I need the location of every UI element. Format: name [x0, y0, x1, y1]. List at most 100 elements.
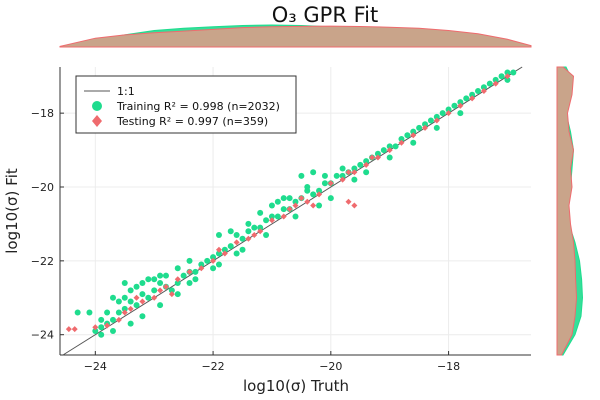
testing-point: [327, 180, 334, 187]
top-density-testing: [59, 25, 532, 48]
training-point: [268, 213, 275, 220]
training-point: [115, 309, 122, 316]
training-point: [127, 298, 134, 305]
testing-point: [433, 117, 440, 124]
legend-testing-swatch: [92, 115, 102, 127]
training-point: [104, 309, 111, 316]
training-point: [298, 172, 305, 179]
training-point: [433, 113, 440, 120]
x-axis-label: log10(σ) Truth: [243, 377, 349, 395]
training-point: [263, 232, 270, 238]
testing-point: [71, 326, 78, 333]
training-point: [274, 198, 281, 205]
y-tick-label: −22: [31, 255, 54, 268]
testing-point: [210, 257, 217, 264]
training-point: [357, 161, 364, 168]
legend-training-label: Training R² = 0.998 (n=2032): [116, 100, 280, 113]
testing-point: [168, 291, 175, 298]
training-point: [174, 291, 181, 298]
testing-point: [351, 169, 358, 176]
testing-point: [65, 326, 72, 333]
testing-point: [445, 110, 452, 117]
testing-point: [104, 322, 111, 329]
training-point: [327, 195, 334, 202]
training-point: [268, 202, 275, 209]
y-tick-label: −20: [31, 181, 54, 194]
training-point: [374, 150, 381, 157]
top-marginal-density: [59, 24, 532, 48]
training-point: [504, 69, 511, 76]
training-point: [115, 298, 122, 305]
training-point: [245, 220, 252, 227]
training-point: [386, 154, 393, 161]
training-point: [445, 106, 452, 113]
training-point: [292, 198, 299, 205]
training-point: [98, 316, 105, 323]
y-axis-label: log10(σ) Fit: [3, 168, 21, 254]
testing-point: [221, 250, 228, 257]
training-point: [215, 250, 222, 257]
training-point: [221, 246, 228, 253]
testing-point: [369, 154, 376, 161]
training-point: [439, 110, 446, 117]
training-point: [157, 272, 164, 279]
y-tick-label: −24: [31, 329, 54, 342]
testing-point: [410, 132, 417, 139]
training-point: [427, 117, 434, 124]
training-point: [192, 276, 199, 283]
training-point: [139, 291, 146, 298]
training-point: [210, 265, 217, 272]
training-point: [469, 91, 476, 98]
training-point: [363, 158, 370, 165]
training-point: [280, 206, 287, 213]
training-point: [98, 324, 105, 331]
training-point: [92, 328, 99, 334]
training-point: [174, 265, 181, 272]
testing-point: [345, 169, 352, 176]
training-point: [109, 294, 116, 301]
training-point: [475, 88, 482, 94]
plot-axes: [59, 67, 531, 356]
testing-point: [174, 276, 181, 283]
training-point: [339, 165, 346, 172]
training-point: [168, 287, 175, 294]
training-point: [398, 136, 405, 142]
training-point: [310, 169, 317, 176]
training-point: [174, 280, 181, 286]
legend: 1:1 Training R² = 0.998 (n=2032) Testing…: [75, 75, 297, 134]
training-point: [204, 257, 211, 264]
training-point: [192, 268, 199, 275]
training-point: [457, 110, 464, 117]
testing-point: [268, 217, 275, 224]
training-point: [304, 184, 311, 190]
training-point: [86, 309, 93, 316]
x-tick-group: −24 −22 −20 −18: [84, 351, 460, 373]
testing-point: [257, 228, 264, 235]
training-point: [151, 276, 158, 283]
training-point: [422, 121, 429, 128]
right-marginal-density: [556, 66, 584, 356]
training-point: [274, 213, 281, 220]
training-point: [457, 99, 464, 106]
training-point: [510, 69, 517, 76]
training-point: [339, 172, 346, 179]
one-to-one-line: [62, 66, 523, 356]
training-point: [410, 139, 417, 146]
training-point: [463, 95, 470, 102]
testing-point: [115, 316, 122, 323]
training-point: [310, 191, 317, 198]
legend-box: [75, 75, 297, 134]
training-point: [292, 213, 299, 220]
training-point: [416, 124, 423, 131]
training-point: [109, 328, 116, 334]
testing-point: [469, 95, 476, 102]
training-point: [316, 187, 323, 194]
training-point: [392, 143, 399, 150]
testing-point: [345, 198, 352, 205]
training-point: [504, 76, 511, 83]
training-point: [121, 305, 128, 312]
chart-title: O₃ GPR Fit: [272, 3, 378, 27]
training-point: [127, 320, 134, 327]
training-point: [121, 294, 128, 301]
testing-point: [304, 198, 311, 205]
